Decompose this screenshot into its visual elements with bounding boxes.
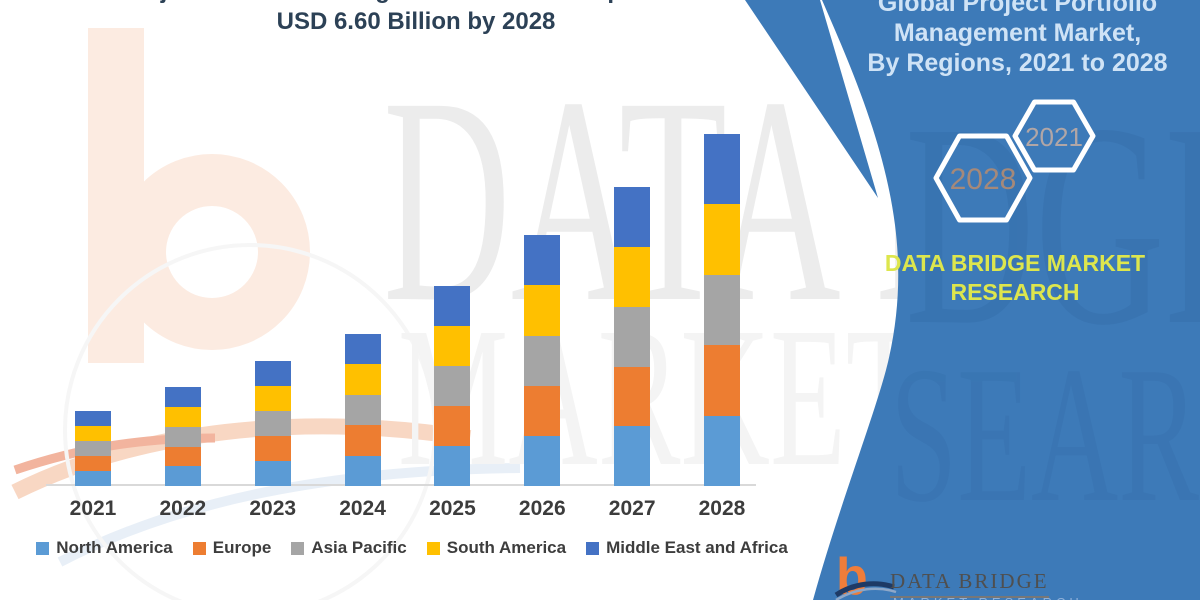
- legend-swatch-icon: [426, 541, 440, 555]
- legend-item-europe: Europe: [192, 538, 272, 558]
- bar-segment-2022-north-america: [164, 466, 201, 486]
- x-tick-label-2026: 2026: [518, 497, 566, 520]
- bar-segment-2026-south-america: [524, 285, 561, 336]
- bar-segment-2023-middle-east-and-africa: [254, 360, 291, 386]
- bar-segment-2028-asia-pacific: [703, 274, 740, 346]
- bar-segment-2026-north-america: [524, 435, 561, 486]
- chart-title-line1: Global Project Portfolio Management Mark…: [0, 0, 832, 6]
- bar-segment-2021-north-america: [75, 471, 111, 486]
- legend-item-asia-pacific: Asia Pacific: [291, 538, 407, 558]
- bar-segment-2027-middle-east-and-africa: [614, 187, 651, 248]
- bar-segment-2021-middle-east-and-africa: [75, 411, 111, 427]
- x-tick-label-2021: 2021: [69, 497, 117, 520]
- bar-segment-2021-europe: [75, 456, 111, 472]
- x-tick-label-2024: 2024: [339, 497, 386, 520]
- bar-segment-2021-asia-pacific: [75, 441, 111, 457]
- bar-segment-2027-asia-pacific: [614, 306, 651, 367]
- bar-segment-2026-middle-east-and-africa: [524, 235, 561, 286]
- hexagon-badge-2021: [1012, 99, 1096, 173]
- bar-segment-2023-europe: [254, 435, 291, 461]
- legend-swatch-icon: [586, 541, 600, 555]
- bar-segment-2028-europe: [703, 345, 740, 416]
- x-tick-label-2023: 2023: [249, 497, 297, 520]
- bar-segment-2027-europe: [614, 366, 651, 427]
- panel-heading-line3: By Regions, 2021 to 2028: [867, 49, 1168, 77]
- bar-segment-2025-asia-pacific: [434, 366, 471, 406]
- legend-swatch-icon: [192, 541, 206, 555]
- panel-heading-line2: Management Market,: [893, 19, 1142, 47]
- hexagon-2021-label: 2021: [1025, 122, 1083, 152]
- bar-segment-2024-south-america: [344, 364, 381, 395]
- x-tick-label-2028: 2028: [698, 497, 746, 520]
- bar-segment-2024-north-america: [344, 455, 381, 486]
- hexagon-2028-label: 2028: [950, 163, 1017, 196]
- chart-title: Global Project Portfolio Management Mark…: [0, 0, 832, 37]
- brand-name-line2: RESEARCH: [950, 279, 1080, 305]
- bar-segment-2024-asia-pacific: [344, 394, 381, 426]
- bar-segment-2025-europe: [434, 406, 471, 446]
- hexagon-badge-2028: [933, 133, 1033, 223]
- legend-swatch-icon: [36, 541, 50, 555]
- brand-name-text: DATA BRIDGE MARKET RESEARCH: [845, 249, 1185, 307]
- legend-item-south-america: South America: [426, 538, 567, 558]
- panel-watermark-line2: SEARCH: [890, 327, 1200, 543]
- bar-segment-2021-south-america: [75, 426, 111, 442]
- bar-segment-2023-south-america: [254, 385, 291, 411]
- bar-segment-2027-north-america: [614, 426, 651, 486]
- bar-segment-2024-middle-east-and-africa: [344, 334, 381, 365]
- footer-logo-tagline: MARKET RESEARCH: [893, 595, 1083, 600]
- bar-segment-2022-south-america: [164, 407, 201, 427]
- bar-segment-2026-europe: [524, 385, 561, 436]
- legend-label: South America: [446, 538, 567, 557]
- bar-segment-2028-middle-east-and-africa: [703, 134, 740, 205]
- bar-segment-2022-europe: [164, 446, 201, 467]
- bar-segment-2025-north-america: [434, 446, 471, 486]
- logo-watermark-bowl: [114, 154, 310, 350]
- chart-title-line2: USD 6.60 Billion by 2028: [276, 8, 556, 35]
- bar-segment-2028-north-america: [703, 415, 740, 486]
- bar-segment-2025-south-america: [434, 326, 471, 366]
- legend-label: North America: [56, 538, 173, 557]
- bar-segment-2024-europe: [344, 425, 381, 456]
- panel-heading-line1: Global Project Portfolio: [877, 0, 1158, 17]
- x-axis-line: [46, 484, 756, 486]
- bar-segment-2023-north-america: [254, 460, 291, 486]
- x-tick-label-2022: 2022: [159, 497, 207, 520]
- legend-swatch-icon: [291, 541, 305, 555]
- legend-label: Europe: [212, 538, 272, 557]
- legend-item-north-america: North America: [36, 538, 173, 558]
- bar-segment-2022-middle-east-and-africa: [164, 387, 201, 408]
- chart-legend: North America Europe Asia Pacific South Ame…: [0, 538, 824, 558]
- bar-segment-2022-asia-pacific: [164, 426, 201, 447]
- bar-segment-2025-middle-east-and-africa: [434, 286, 471, 326]
- corner-wedge-shape: [745, 0, 878, 198]
- side-panel-background: [813, 0, 1200, 600]
- bar-segment-2028-south-america: [703, 204, 740, 275]
- legend-label: Asia Pacific: [311, 538, 407, 557]
- footer-logo-name: DATA BRIDGE: [890, 569, 1049, 598]
- side-panel-heading: Global Project Portfolio Management Mark…: [845, 0, 1190, 78]
- legend-label: Middle East and Africa: [606, 538, 788, 557]
- footer-logo-swoosh-dark: [834, 581, 895, 598]
- bar-segment-2027-south-america: [614, 247, 651, 307]
- footer-logo-mark: b: [834, 556, 897, 600]
- footer-logo-swoosh-light: [835, 587, 897, 600]
- bar-segment-2026-asia-pacific: [524, 335, 561, 386]
- x-tick-label-2025: 2025: [429, 497, 476, 520]
- bar-segment-2023-asia-pacific: [254, 410, 291, 436]
- brand-name-line1: DATA BRIDGE MARKET: [884, 250, 1146, 276]
- x-tick-label-2027: 2027: [608, 497, 656, 520]
- legend-item-middle-east-and-africa: Middle East and Africa: [586, 538, 788, 558]
